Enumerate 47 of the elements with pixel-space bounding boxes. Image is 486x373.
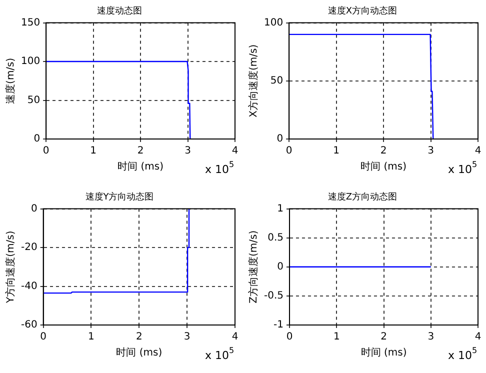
- y-tick-label: 0: [34, 134, 40, 145]
- y-axis-title: 速度(m/s): [4, 58, 17, 104]
- x-axis-title: 时间 (ms): [116, 346, 162, 359]
- y-tick-label: -60: [20, 320, 38, 331]
- x-axis-title: 时间 (ms): [360, 346, 407, 359]
- x-tick-label: 1: [88, 332, 94, 343]
- y-tick-label: 100: [20, 56, 40, 68]
- y-tick-label: -1: [274, 320, 284, 331]
- y-tick-label: 0.5: [268, 232, 284, 244]
- x-tick-label: 1: [333, 332, 340, 343]
- chart-title: 速度Z方向动态图: [328, 192, 398, 203]
- chart-title: 速度Y方向动态图: [85, 192, 154, 203]
- x-tick-label: 4: [474, 332, 482, 343]
- x-tick-label: 0: [286, 332, 293, 343]
- y-tick-label: -20: [20, 242, 38, 254]
- y-axis-title: Y方向速度(m/s): [4, 230, 17, 304]
- y-tick-label: 150: [20, 17, 40, 28]
- x-tick-label: 2: [380, 146, 387, 157]
- x-tick-label: 4: [474, 146, 482, 157]
- y-tick-label: 1: [277, 203, 284, 214]
- y-tick-label: -40: [20, 280, 38, 292]
- x-tick-label: 3: [184, 332, 190, 343]
- x-tick-label: 0: [42, 146, 50, 157]
- y-tick-label: -0.5: [264, 290, 284, 302]
- x-axis-title: 时间 (ms): [360, 160, 407, 173]
- x-tick-label: 3: [184, 146, 191, 157]
- y-tick-label: 50: [27, 94, 40, 106]
- chart-title: 速度动态图: [97, 6, 142, 17]
- x-tick-label: 3: [428, 146, 434, 157]
- x-tick-label: 4: [232, 146, 238, 157]
- chart-title: 速度X方向动态图: [328, 6, 398, 17]
- x-tick-label: 3: [428, 332, 434, 343]
- y-tick-label: 50: [270, 75, 284, 86]
- x-tick-label: 0: [286, 146, 292, 157]
- y-axis-title: X方向速度(m/s): [248, 44, 260, 118]
- x-tick-label: 2: [380, 332, 387, 343]
- x-tick-label: 2: [136, 332, 142, 343]
- x-tick-label: 4: [232, 332, 238, 343]
- y-tick-label: 100: [264, 17, 284, 28]
- y-axis-title: Z方向速度(m/s): [248, 230, 260, 304]
- x-axis-title: 时间 (ms): [118, 160, 164, 173]
- y-tick-label: 0: [30, 203, 38, 214]
- y-tick-label: 0: [276, 134, 284, 145]
- y-tick-label: 0: [277, 261, 284, 272]
- x-tick-label: 2: [137, 146, 144, 157]
- x-tick-label: 1: [90, 146, 97, 157]
- x-tick-label: 1: [333, 146, 340, 157]
